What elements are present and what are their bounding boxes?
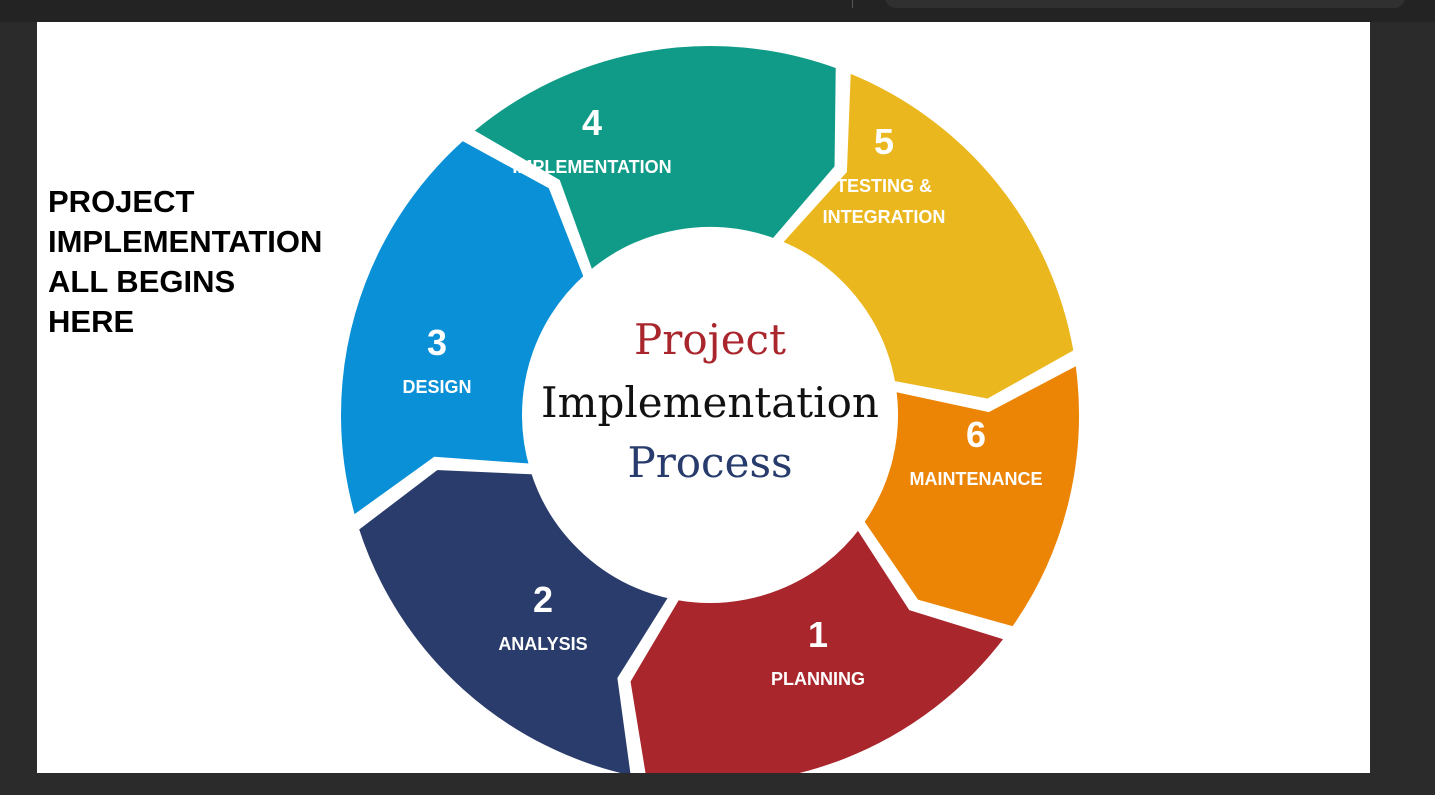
implementation-cycle-diagram: 1 PLANNING 2 ANALYSIS 3 DESIGN 4 IMPLEMENTATION… — [335, 40, 1085, 773]
segment-label-5: INTEGRATION — [823, 207, 946, 227]
segment-number-6: 6 — [966, 414, 986, 455]
cycle-segment-5 — [773, 65, 1080, 405]
segment-number-2: 2 — [533, 579, 553, 620]
cycle-segment-3 — [335, 133, 591, 525]
toolbar-divider — [852, 0, 853, 8]
center-title-process: Process — [627, 438, 792, 487]
segment-label-1: PLANNING — [771, 669, 865, 689]
cycle-segment-2 — [352, 463, 678, 773]
segment-number-5: 5 — [874, 121, 894, 162]
browser-top-bar — [0, 0, 1435, 22]
segment-label-4: IMPLEMENTATION — [512, 157, 671, 177]
side-heading-line: ALL BEGINS — [48, 264, 236, 299]
segment-label-3: DESIGN — [402, 377, 471, 397]
segment-number-3: 3 — [427, 322, 447, 363]
side-heading-line: HERE — [48, 304, 135, 339]
segment-number-4: 4 — [582, 102, 602, 143]
segment-label-2: ANALYSIS — [498, 634, 587, 654]
cycle-segment-4 — [464, 40, 842, 279]
side-heading-line: PROJECT — [48, 184, 195, 219]
center-title-project: Project — [634, 315, 786, 364]
segment-number-1: 1 — [808, 614, 828, 655]
slide-canvas: PROJECT IMPLEMENTATION ALL BEGINS HERE 1… — [37, 22, 1370, 773]
side-heading-line: IMPLEMENTATION — [48, 224, 323, 259]
address-bar[interactable] — [885, 0, 1405, 8]
cycle-segment-1 — [624, 520, 1014, 773]
segment-label-5: TESTING & — [836, 176, 932, 196]
center-title-implementation: Implementation — [541, 378, 879, 427]
center-circle — [545, 250, 875, 580]
segment-label-6: MAINTENANCE — [910, 469, 1043, 489]
side-heading: PROJECT IMPLEMENTATION ALL BEGINS HERE — [48, 182, 378, 342]
cycle-segment-6 — [857, 356, 1085, 634]
